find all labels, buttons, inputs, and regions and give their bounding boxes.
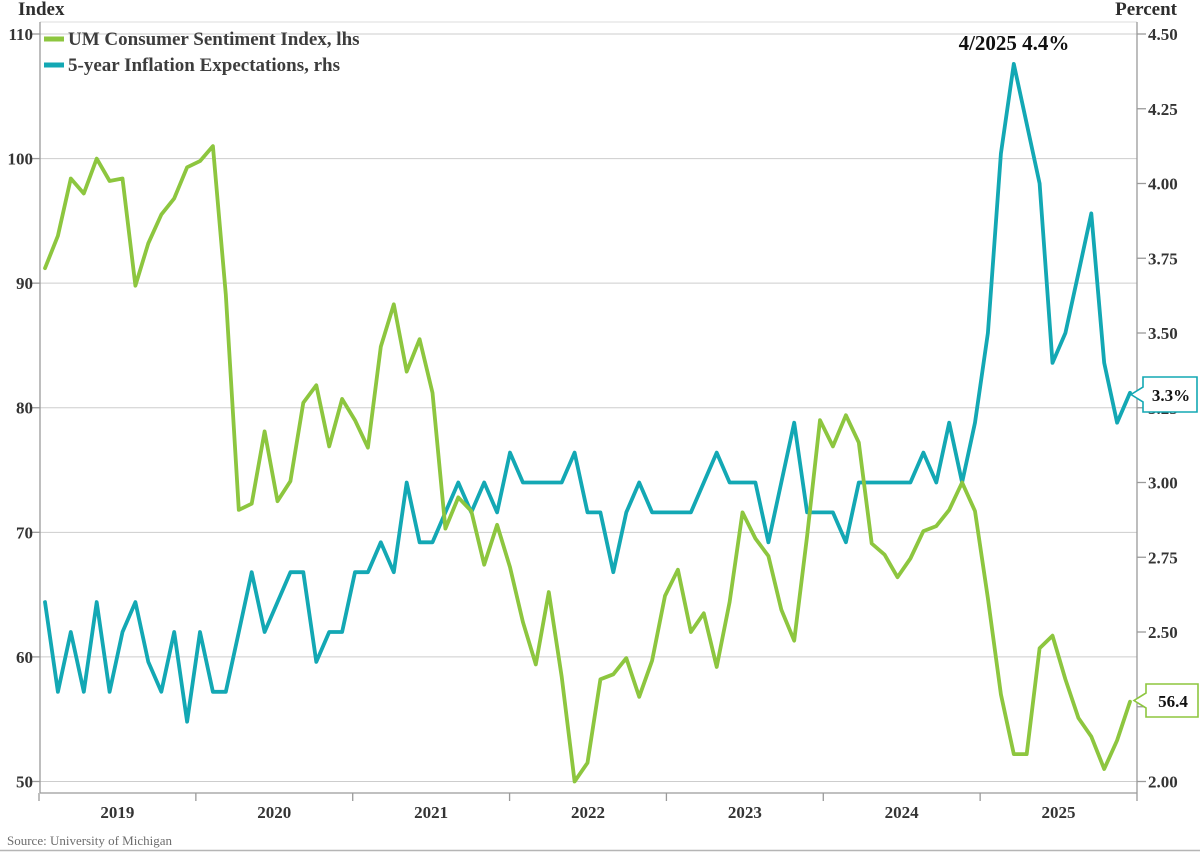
x-axis-year-label: 2019 — [100, 803, 134, 822]
peak-annotation: 4/2025 4.4% — [959, 31, 1070, 55]
right-axis-tick-label: 3.75 — [1148, 249, 1178, 268]
axes-layer — [31, 21, 1146, 801]
sentiment-line — [43, 144, 1132, 784]
left-axis-tick-label: 80 — [16, 399, 33, 418]
sentiment-callout: 56.4 — [1132, 683, 1199, 718]
right-axis-title: Percent — [1115, 0, 1178, 20]
x-axis-year-label: 2023 — [728, 803, 762, 822]
right-axis-tick-label: 3.00 — [1148, 474, 1178, 493]
legend: UM Consumer Sentiment Index, lhs 5-year … — [44, 29, 360, 76]
gridline-layer — [40, 33, 1137, 782]
inflation-callout-box — [1129, 376, 1198, 413]
inflation-callout-text: 3.3% — [1152, 386, 1190, 405]
tick-label-layer: 11010090807060504.504.254.003.753.503.25… — [8, 25, 1178, 822]
left-axis-tick-label: 70 — [16, 523, 33, 542]
inflation-line — [43, 62, 1132, 724]
left-axis-tick-label: 60 — [16, 648, 33, 667]
left-axis-tick-label: 50 — [16, 772, 33, 791]
left-axis-tick-label: 110 — [8, 25, 33, 44]
right-axis-tick-label: 4.25 — [1148, 100, 1178, 119]
x-axis-year-label: 2025 — [1042, 803, 1076, 822]
sentiment-legend-label: UM Consumer Sentiment Index, lhs — [68, 29, 360, 50]
left-axis-title: Index — [18, 0, 65, 20]
inflation-legend-label: 5-year Inflation Expectations, rhs — [68, 55, 340, 76]
x-axis-year-label: 2021 — [414, 803, 448, 822]
x-axis-year-label: 2022 — [571, 803, 605, 822]
sentiment-callout-text: 56.4 — [1158, 692, 1188, 711]
source-note: Source: University of Michigan — [7, 833, 172, 848]
x-axis-year-label: 2020 — [257, 803, 291, 822]
series-layer — [43, 62, 1132, 784]
left-axis-tick-label: 90 — [16, 274, 33, 293]
right-axis-tick-label: 3.50 — [1148, 324, 1178, 343]
x-axis-year-label: 2024 — [885, 803, 920, 822]
right-axis-tick-label: 2.50 — [1148, 623, 1178, 642]
right-axis-tick-label: 2.75 — [1148, 548, 1178, 567]
inflation-callout: 3.3% — [1129, 376, 1198, 413]
right-axis-tick-label: 4.00 — [1148, 175, 1178, 194]
left-axis-tick-label: 100 — [8, 150, 34, 169]
right-axis-tick-label: 4.50 — [1148, 25, 1178, 44]
sentiment-callout-box — [1132, 683, 1199, 718]
right-axis-tick-label: 2.00 — [1148, 773, 1178, 792]
